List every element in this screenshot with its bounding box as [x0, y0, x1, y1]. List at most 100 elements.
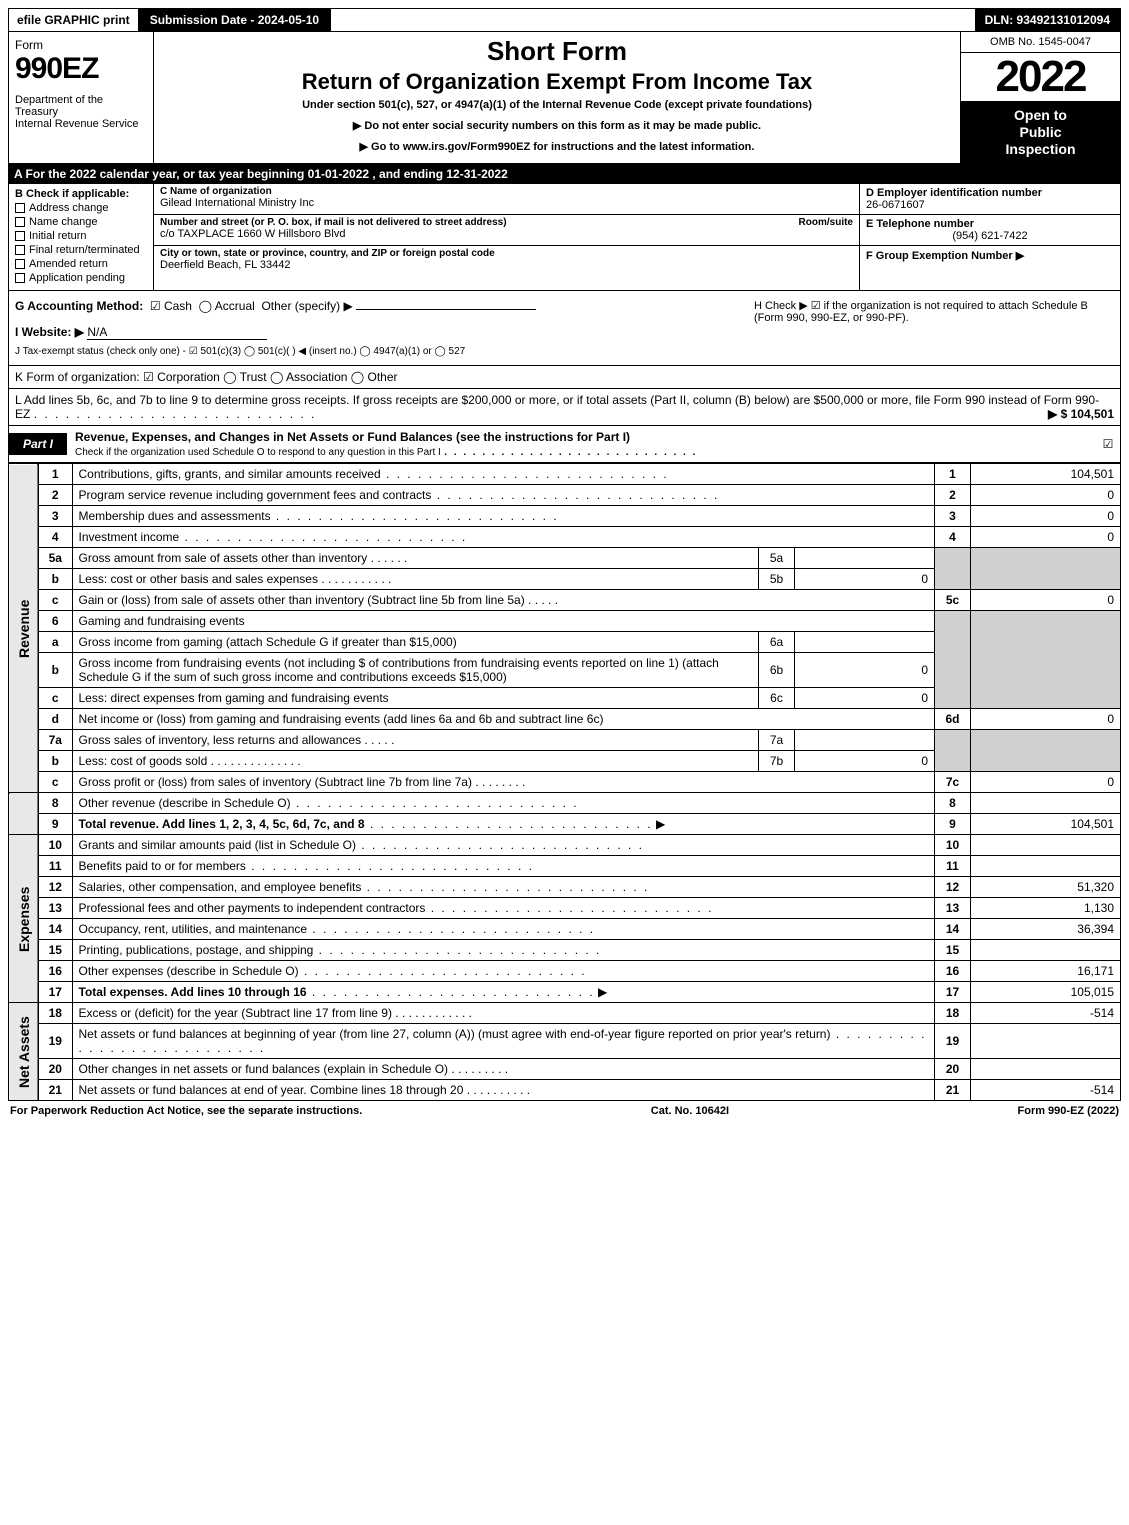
e-phone-value: (954) 621-7422: [866, 230, 1114, 242]
inspect-line1: Open to: [965, 107, 1116, 124]
d-ein-label: D Employer identification number: [866, 187, 1114, 199]
sub-val: [795, 730, 935, 751]
line-val: 36,394: [971, 919, 1121, 940]
chk-label: Name change: [29, 216, 98, 228]
h-schedule-b: H Check ▶ ☑ if the organization is not r…: [754, 299, 1114, 357]
line-val: [971, 793, 1121, 814]
line-val: 104,501: [971, 464, 1121, 485]
line-no: 14: [38, 919, 72, 940]
d-ein-value: 26-0671607: [866, 199, 1114, 211]
line-no: d: [38, 709, 72, 730]
line-desc: Benefits paid to or for members: [79, 859, 246, 873]
efile-print-button[interactable]: efile GRAPHIC print: [9, 9, 140, 31]
line-desc: Gross sales of inventory, less returns a…: [79, 733, 362, 747]
line-no: 16: [38, 961, 72, 982]
line-desc: Net assets or fund balances at end of ye…: [79, 1083, 464, 1097]
box-e: E Telephone number (954) 621-7422: [860, 215, 1120, 246]
row-gh: G Accounting Method: ☑ Cash ◯ Accrual Ot…: [8, 291, 1121, 366]
header-right: OMB No. 1545-0047 2022 Open to Public In…: [960, 32, 1120, 163]
org-city: Deerfield Beach, FL 33442: [160, 259, 853, 271]
c-name-label: C Name of organization: [160, 186, 853, 197]
line-no: 8: [38, 793, 72, 814]
line-desc: Other changes in net assets or fund bala…: [79, 1062, 449, 1076]
line-desc: Total expenses. Add lines 10 through 16: [79, 985, 307, 999]
line-no: 21: [38, 1080, 72, 1101]
line-val: -514: [971, 1003, 1121, 1024]
line-desc: Gross profit or (loss) from sales of inv…: [79, 775, 472, 789]
line-desc: Other revenue (describe in Schedule O): [79, 796, 291, 810]
line-desc: Gross income from gaming (attach Schedul…: [79, 635, 457, 649]
line-num: 7c: [935, 772, 971, 793]
j-tax-exempt: J Tax-exempt status (check only one) - ☑…: [15, 346, 734, 357]
line-no: 10: [38, 835, 72, 856]
line-num: 18: [935, 1003, 971, 1024]
line-no: 17: [38, 982, 72, 1003]
line-num: 11: [935, 856, 971, 877]
line-val: 1,130: [971, 898, 1121, 919]
line-val: 105,015: [971, 982, 1121, 1003]
line-num: 10: [935, 835, 971, 856]
chk-amended-return[interactable]: Amended return: [15, 258, 147, 270]
part1-title: Revenue, Expenses, and Changes in Net As…: [67, 426, 1096, 462]
line-desc: Salaries, other compensation, and employ…: [79, 880, 362, 894]
line-no: a: [38, 632, 72, 653]
i-website-value: N/A: [87, 325, 267, 340]
g-other[interactable]: Other (specify) ▶: [261, 299, 352, 313]
line-desc: Occupancy, rent, utilities, and maintena…: [79, 922, 308, 936]
side-label-revenue: Revenue: [9, 464, 39, 793]
line-no: c: [38, 688, 72, 709]
note-link[interactable]: ▶ Go to www.irs.gov/Form990EZ for instru…: [162, 140, 952, 153]
line-no: 13: [38, 898, 72, 919]
line-num: 21: [935, 1080, 971, 1101]
part1-schedule-o-check[interactable]: ☑: [1096, 437, 1120, 451]
line-desc: Less: cost or other basis and sales expe…: [79, 572, 318, 586]
b-label: B Check if applicable:: [15, 188, 147, 200]
line-no: 5a: [38, 548, 72, 569]
line-num: 8: [935, 793, 971, 814]
chk-initial-return[interactable]: Initial return: [15, 230, 147, 242]
inspect-line3: Inspection: [965, 141, 1116, 158]
line-val: 0: [971, 590, 1121, 611]
line-num: 16: [935, 961, 971, 982]
chk-name-change[interactable]: Name change: [15, 216, 147, 228]
line-num: 15: [935, 940, 971, 961]
inspect-line2: Public: [965, 124, 1116, 141]
sub-val: 0: [795, 688, 935, 709]
line-desc: Program service revenue including govern…: [79, 488, 432, 502]
line-desc: Excess or (deficit) for the year (Subtra…: [79, 1006, 392, 1020]
g-accrual[interactable]: Accrual: [215, 299, 255, 313]
line-no: c: [38, 590, 72, 611]
line-desc: Net income or (loss) from gaming and fun…: [79, 712, 604, 726]
footer-left: For Paperwork Reduction Act Notice, see …: [10, 1105, 362, 1117]
line-no: 11: [38, 856, 72, 877]
chk-final-return[interactable]: Final return/terminated: [15, 244, 147, 256]
line-no: 15: [38, 940, 72, 961]
line-val: [971, 835, 1121, 856]
box-c-city: City or town, state or province, country…: [154, 246, 860, 290]
g-accounting-method: G Accounting Method: ☑ Cash ◯ Accrual Ot…: [15, 299, 734, 357]
side-label-expenses: Expenses: [9, 835, 39, 1003]
chk-address-change[interactable]: Address change: [15, 202, 147, 214]
g-cash[interactable]: Cash: [164, 299, 192, 313]
side-label-net-assets: Net Assets: [9, 1003, 39, 1101]
line-no: 18: [38, 1003, 72, 1024]
sub-val: 0: [795, 751, 935, 772]
line-desc: Gaming and fundraising events: [72, 611, 935, 632]
line-val: 104,501: [971, 814, 1121, 835]
line-num: 2: [935, 485, 971, 506]
line-desc: Other expenses (describe in Schedule O): [79, 964, 299, 978]
line-no: 2: [38, 485, 72, 506]
title-sub: Under section 501(c), 527, or 4947(a)(1)…: [162, 99, 952, 111]
title-return: Return of Organization Exempt From Incom…: [162, 69, 952, 95]
sub-val: [795, 632, 935, 653]
section-b-checkboxes: B Check if applicable: Address change Na…: [9, 184, 154, 290]
page-footer: For Paperwork Reduction Act Notice, see …: [8, 1101, 1121, 1121]
line-num: 20: [935, 1059, 971, 1080]
line-desc: Grants and similar amounts paid (list in…: [79, 838, 356, 852]
part1-table: Revenue 1 Contributions, gifts, grants, …: [8, 463, 1121, 1101]
chk-application-pending[interactable]: Application pending: [15, 272, 147, 284]
line-desc: Investment income: [79, 530, 180, 544]
sub-val: 0: [795, 653, 935, 688]
line-val: 0: [971, 772, 1121, 793]
line-desc: Gain or (loss) from sale of assets other…: [79, 593, 525, 607]
